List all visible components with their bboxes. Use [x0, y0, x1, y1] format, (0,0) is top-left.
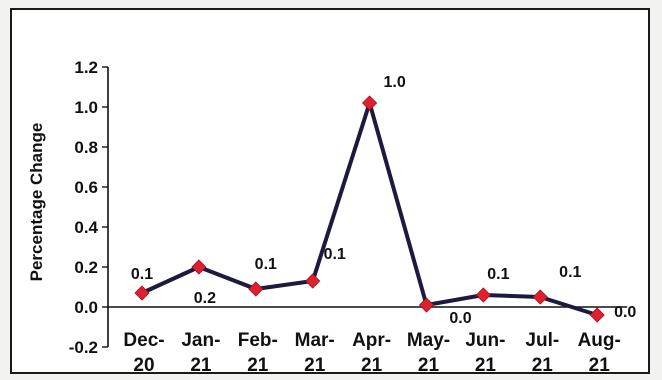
x-tick-label-part: 21: [247, 355, 269, 372]
series-line: [141, 101, 598, 317]
data-label: 0.1: [131, 266, 153, 283]
x-tick-label-part: May-: [407, 330, 450, 351]
data-label: 0.0: [449, 310, 471, 327]
x-tick-label-part: Jul-: [525, 330, 559, 351]
x-tick-label: Apr- 21: [352, 330, 391, 372]
y-tick-label: 1.0: [74, 98, 98, 117]
x-tick-label-part: Aug-: [578, 330, 621, 351]
data-label: 0.1: [255, 256, 277, 273]
x-tick-label: Aug- 21: [578, 330, 621, 372]
x-tick-label: Mar- 21: [295, 330, 335, 372]
y-tick-label: 0.8: [74, 138, 98, 157]
line-chart: -0.20.00.20.40.60.81.01.2 Dec-20Jan-21Fe…: [27, 58, 637, 372]
data-point: [305, 273, 321, 289]
x-tick-label-part: 21: [418, 355, 440, 372]
x-tick-label-part: Apr-: [352, 330, 391, 351]
x-tick-label-part: Jan-: [181, 330, 220, 351]
data-label: 0.0: [614, 304, 636, 321]
y-axis-title: Percentage Change: [27, 123, 46, 282]
data-point: [362, 95, 378, 111]
x-tick-label-part: 21: [190, 355, 212, 372]
y-tick-label: 0.2: [74, 258, 98, 277]
data-point: [589, 307, 605, 323]
y-tick-label: 0.4: [74, 218, 98, 237]
chart-frame: -0.2 0.0 0.2 0.4 0.6 0.8 1.0 1.2 Dec-20 Jan-21 Fe…: [10, 8, 650, 374]
y-tick-label: 1.2: [74, 58, 98, 77]
x-tick-label-part: Mar-: [295, 330, 335, 351]
x-tick-label: Feb- 21: [238, 330, 278, 372]
x-tick-label: Jul- 21: [525, 330, 559, 372]
data-label: 0.1: [559, 264, 581, 281]
data-label: 0.1: [324, 246, 346, 263]
x-tick-label-part: Dec-: [123, 330, 164, 351]
data-label: 0.2: [194, 290, 216, 307]
data-point: [475, 287, 491, 303]
data-point: [191, 259, 207, 275]
x-tick-label-part: 20: [133, 355, 154, 372]
x-tick-label-part: Jun-: [465, 330, 505, 351]
x-tick-label-part: 21: [304, 355, 326, 372]
y-tick-label: 0.0: [74, 298, 98, 317]
x-tick-label: Dec- 20: [123, 330, 164, 372]
x-tick-label-part: Feb-: [238, 330, 278, 351]
x-tick-label: May- 21: [407, 330, 450, 372]
y-axis: -0.2 0.0 0.2 0.4 0.6 0.8 1.0 1.2: [69, 58, 109, 357]
data-point: [134, 285, 150, 301]
x-axis: Dec-20Jan-21Feb-21Mar-21Apr-21May-21Jun-…: [108, 306, 628, 372]
x-tick-label-part: 21: [361, 355, 383, 372]
y-tick-label: -0.2: [69, 338, 98, 357]
x-tick-label-part: 21: [532, 355, 554, 372]
x-tick-label-part: 21: [589, 355, 611, 372]
data-label: 1.0: [383, 74, 405, 91]
data-label: 0.1: [487, 266, 509, 283]
data-point: [248, 281, 264, 297]
data-point: [532, 289, 548, 305]
data-point: [418, 297, 435, 313]
y-tick-label: 0.6: [74, 178, 98, 197]
series-layer: 0.1 0.2 0.1 0.1 1.0 0.0 0.1 0.1 0.0: [131, 74, 637, 327]
x-tick-label: Jan- 21: [181, 330, 220, 372]
x-tick-label-part: 21: [475, 355, 497, 372]
x-tick-label: Jun- 21: [465, 330, 505, 372]
